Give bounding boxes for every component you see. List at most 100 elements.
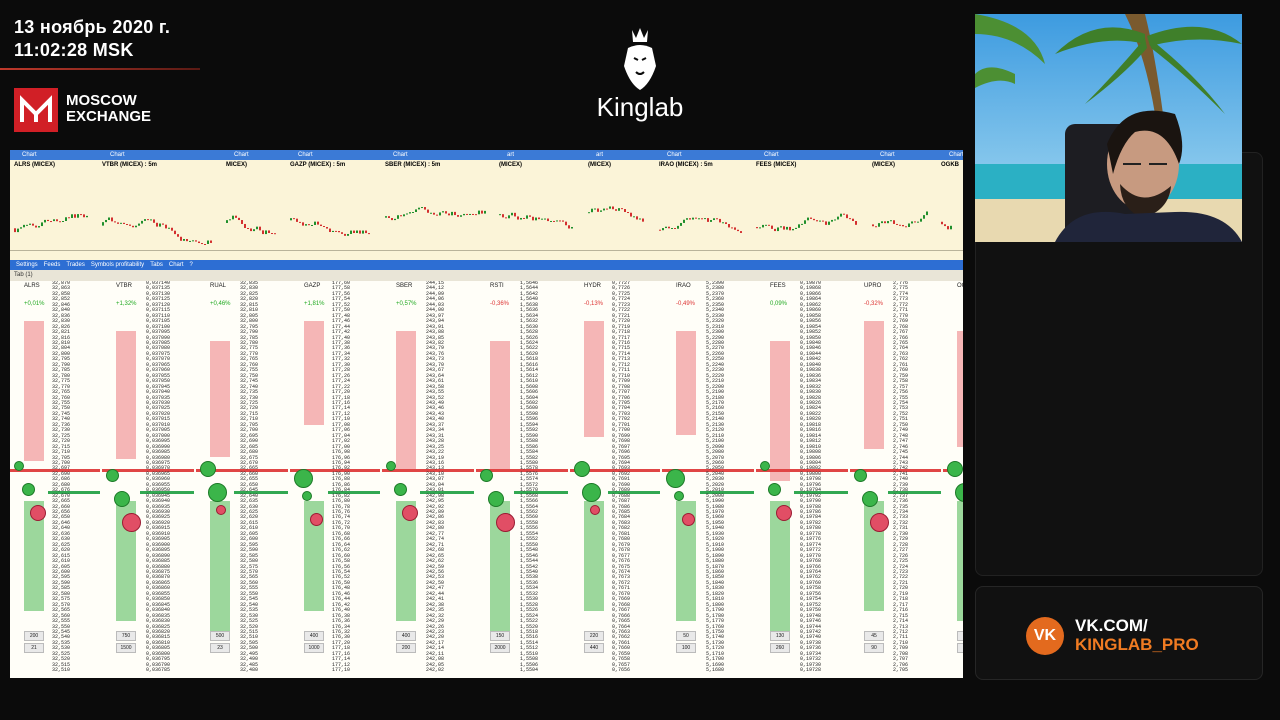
candle <box>293 218 295 220</box>
chart-window[interactable]: art (MICEX) <box>495 150 585 260</box>
order-book[interactable]: HYDR -0,13% 0,7727 0,7726 0,7725 0,7724 0,… <box>570 281 663 678</box>
toolbar-tab[interactable]: ? <box>189 262 193 268</box>
lot-size-box[interactable]: 400 <box>396 631 416 641</box>
lot-size-box[interactable]: 200 <box>24 631 44 641</box>
candlestick-plot[interactable] <box>584 172 655 250</box>
toolbar-tab[interactable]: Trades <box>66 262 85 268</box>
candlestick-plot[interactable] <box>868 172 937 250</box>
quantity-box[interactable]: 100 <box>676 643 696 653</box>
toolbar-tab[interactable]: Settings <box>16 262 38 268</box>
candlestick-plot[interactable] <box>752 172 868 250</box>
chart-titlebar[interactable]: Chart <box>98 150 222 160</box>
quantity-box[interactable]: 2000 <box>490 643 510 653</box>
chart-titlebar[interactable]: Chart <box>937 150 963 160</box>
chart-window[interactable]: Chart ALRS (MICEX) <box>10 150 99 260</box>
chart-window[interactable]: Chart SBER (MICEX) : 5m <box>381 150 496 260</box>
chart-window[interactable]: Chart MICEX) <box>222 150 287 260</box>
toolbar-tab[interactable]: Symbols profitability <box>90 262 145 268</box>
candle <box>514 212 516 217</box>
price-ladder[interactable]: 32,835 32,830 32,825 32,820 32,815 32,81… <box>240 281 259 674</box>
lot-size-box[interactable]: 45 <box>864 631 884 641</box>
candlestick-plot[interactable] <box>222 172 286 250</box>
price-ladder[interactable]: 5,2390 5,2380 5,2370 5,2360 5,2350 5,234… <box>706 281 725 674</box>
lot-size-box[interactable]: 400 <box>304 631 324 641</box>
candlestick-plot[interactable] <box>10 172 98 250</box>
candle <box>923 215 925 219</box>
subtab-bar[interactable]: Tab (1) <box>10 270 963 281</box>
candlestick-plot[interactable] <box>98 172 222 250</box>
trade-bubble <box>216 505 226 515</box>
candle <box>430 212 432 214</box>
candlestick-plot[interactable] <box>495 172 584 250</box>
book-change: 0,09% <box>770 301 788 307</box>
order-book[interactable]: GAZP +1,81% 177,60 177,58 177,56 177,54 17… <box>290 281 383 678</box>
chart-window[interactable]: Chart GAZP (MICEX) : 5m <box>286 150 382 260</box>
order-book[interactable]: RSTI -0,36% 1,5646 1,5644 1,5642 1,5640 1,… <box>476 281 571 678</box>
lot-size-box[interactable]: 50 <box>676 631 696 641</box>
price-ladder[interactable]: 0,19870 0,19868 0,19866 0,19864 0,19862 … <box>800 281 822 674</box>
quantity-box[interactable]: 21 <box>24 643 44 653</box>
lot-size-box[interactable]: 150 <box>490 631 510 641</box>
book-change: -0,49% <box>676 301 696 307</box>
lot-size-box[interactable]: 750 <box>116 631 136 641</box>
candlestick-plot[interactable] <box>655 172 752 250</box>
chart-titlebar[interactable]: Chart <box>381 150 495 160</box>
lot-size-box[interactable]: 150 <box>957 631 963 641</box>
chart-window[interactable]: Chart IRAO (MICEX) : 5m <box>655 150 753 260</box>
candlestick-plot[interactable] <box>937 172 963 250</box>
price-ladder[interactable]: 0,7727 0,7726 0,7725 0,7724 0,7723 0,772… <box>612 281 631 674</box>
chart-window[interactable]: Chart OGKB <box>937 150 963 260</box>
price-ladder[interactable]: 0,037140 0,037135 0,037130 0,037125 0,03… <box>146 281 171 674</box>
chart-titlebar[interactable]: Chart <box>655 150 752 160</box>
candlestick-plot[interactable] <box>286 172 381 250</box>
chart-titlebar[interactable]: Chart <box>752 150 868 160</box>
price-ladder[interactable]: 2,776 2,775 2,774 2,773 2,772 2,771 2,77… <box>893 281 909 674</box>
order-book[interactable]: VTBR +1,32% 0,037140 0,037135 0,037130 0,0… <box>102 281 197 678</box>
chart-window[interactable]: art (MICEX) <box>584 150 656 260</box>
book-symbol: VTBR <box>116 283 133 289</box>
chart-titlebar[interactable]: Chart <box>286 150 381 160</box>
chart-titlebar[interactable]: Chart <box>868 150 937 160</box>
quantity-box[interactable]: 90 <box>864 643 884 653</box>
quantity-box[interactable]: 1000 <box>304 643 324 653</box>
lot-size-box[interactable]: 220 <box>584 631 604 641</box>
quantity-box[interactable]: 200 <box>396 643 416 653</box>
chart-titlebar[interactable]: art <box>584 150 655 160</box>
toolbar-tab[interactable]: Feeds <box>43 262 61 268</box>
quantity-box[interactable]: 23 <box>210 643 230 653</box>
chart-time-axis <box>584 250 655 260</box>
quantity-box[interactable]: 1500 <box>116 643 136 653</box>
vk-link[interactable]: VK.COM/ KINGLAB_PRO <box>1075 616 1199 654</box>
price-ladder[interactable]: 32,870 32,863 32,858 32,852 32,846 32,84… <box>52 281 71 674</box>
order-book[interactable]: IRAO -0,49% 5,2390 5,2380 5,2370 5,2360 5,… <box>662 281 757 678</box>
chart-titlebar[interactable]: art <box>495 150 584 160</box>
quantity-box[interactable]: 300 <box>957 643 963 653</box>
lot-size-box[interactable]: 130 <box>770 631 790 641</box>
candle <box>198 241 200 244</box>
book-symbol: SBER <box>396 283 413 289</box>
quantity-box[interactable]: 440 <box>584 643 604 653</box>
order-book[interactable]: SBER +0,57% 244,15 244,12 244,09 244,06 24… <box>382 281 477 678</box>
chart-window[interactable]: Chart (MICEX) <box>868 150 938 260</box>
order-book[interactable]: ALRS +0,01% 32,870 32,863 32,858 32,852 32… <box>10 281 103 678</box>
quantity-box[interactable]: 260 <box>770 643 790 653</box>
price-ladder[interactable]: 177,60 177,58 177,56 177,54 177,52 177,5… <box>332 281 351 674</box>
order-book[interactable]: OGKB 150 300 <box>943 281 963 678</box>
brand-name: Kinglab <box>596 92 684 122</box>
candle <box>795 227 797 229</box>
toolbar-tab[interactable]: Chart <box>168 262 184 268</box>
order-book[interactable]: RUAL +0,46% 32,835 32,830 32,825 32,820 32… <box>196 281 291 678</box>
candlestick-plot[interactable] <box>381 172 495 250</box>
chart-titlebar[interactable]: Chart <box>10 150 98 160</box>
lot-size-box[interactable]: 500 <box>210 631 230 641</box>
price-ladder[interactable]: 1,5646 1,5644 1,5642 1,5640 1,5638 1,563… <box>520 281 539 674</box>
candle <box>403 214 405 217</box>
chart-titlebar[interactable]: Chart <box>222 150 286 160</box>
chart-window[interactable]: Chart VTBR (MICEX) : 5m <box>98 150 223 260</box>
order-book[interactable]: FEES 0,09% 0,19870 0,19868 0,19866 0,19864… <box>756 281 851 678</box>
toolbar-tab[interactable]: Tabs <box>150 262 163 268</box>
candle <box>268 230 270 234</box>
price-ladder[interactable]: 244,15 244,12 244,09 244,06 244,03 244,0… <box>426 281 445 674</box>
order-book[interactable]: UPRO -0,32% 2,776 2,775 2,774 2,773 2,772 … <box>850 281 944 678</box>
chart-window[interactable]: Chart FEES (MICEX) <box>752 150 869 260</box>
